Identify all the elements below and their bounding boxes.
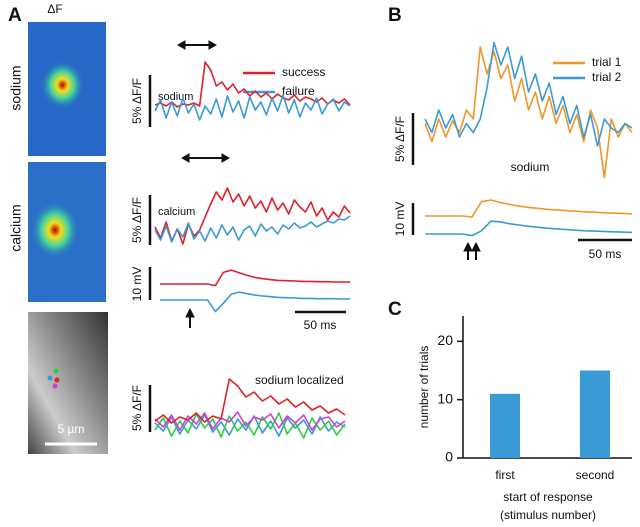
scale-label: 10 mV bbox=[393, 202, 407, 237]
legend-label: trial 1 bbox=[592, 55, 622, 69]
trace bbox=[154, 414, 346, 437]
arrows bbox=[176, 40, 481, 328]
scale-label: 50 ms bbox=[304, 318, 337, 332]
row-label: calcium bbox=[8, 204, 24, 251]
trace-label: calcium bbox=[158, 206, 195, 218]
trace-label: sodium bbox=[511, 160, 550, 174]
scale-label: 5% ΔF/F bbox=[130, 385, 144, 431]
legend-label: failure bbox=[282, 84, 315, 98]
image bbox=[28, 312, 108, 454]
row-label: sodium bbox=[8, 65, 24, 110]
y-axis-label: number of trials bbox=[417, 346, 431, 429]
x-tick-label: second bbox=[576, 468, 615, 482]
hotspot bbox=[40, 60, 85, 110]
panel-label: C bbox=[388, 299, 402, 320]
scale-label: 10 mV bbox=[130, 267, 144, 302]
trace bbox=[154, 378, 346, 424]
y-tick-label: 10 bbox=[437, 390, 453, 406]
trace bbox=[160, 269, 350, 287]
trace bbox=[154, 411, 346, 431]
bar bbox=[580, 370, 610, 458]
trace bbox=[154, 412, 346, 439]
panel-label: A bbox=[8, 5, 22, 26]
roi bbox=[52, 383, 58, 389]
scale-label: 50 ms bbox=[589, 247, 622, 261]
bar bbox=[490, 393, 520, 458]
y-tick-label: 20 bbox=[437, 332, 453, 348]
trace bbox=[425, 199, 633, 218]
trace bbox=[424, 41, 633, 147]
trace bbox=[154, 215, 351, 243]
roi bbox=[47, 375, 53, 381]
trace bbox=[154, 94, 351, 121]
roi bbox=[53, 368, 59, 374]
y-tick-label: 0 bbox=[445, 449, 453, 465]
trace-label: sodium localized bbox=[255, 373, 344, 387]
trace-label: sodium bbox=[158, 91, 193, 103]
hotspot bbox=[30, 200, 80, 260]
scale-label: 5% ΔF/F bbox=[130, 78, 144, 124]
trace bbox=[425, 220, 633, 237]
trace bbox=[160, 291, 350, 313]
trace bbox=[424, 46, 633, 179]
scale-label: 5% ΔF/F bbox=[393, 116, 407, 162]
x-axis-label: start of response bbox=[503, 490, 593, 504]
scale-label: 5 µm bbox=[58, 422, 85, 436]
panel-label: B bbox=[388, 5, 402, 26]
scale-label: 5% ΔF/F bbox=[130, 197, 144, 243]
x-tick-label: first bbox=[495, 468, 515, 482]
image-header: ΔF bbox=[47, 2, 62, 16]
roi bbox=[54, 377, 60, 383]
legend-label: trial 2 bbox=[592, 70, 622, 84]
x-axis-label: (stimulus number) bbox=[500, 508, 596, 522]
legend-label: success bbox=[282, 65, 325, 79]
